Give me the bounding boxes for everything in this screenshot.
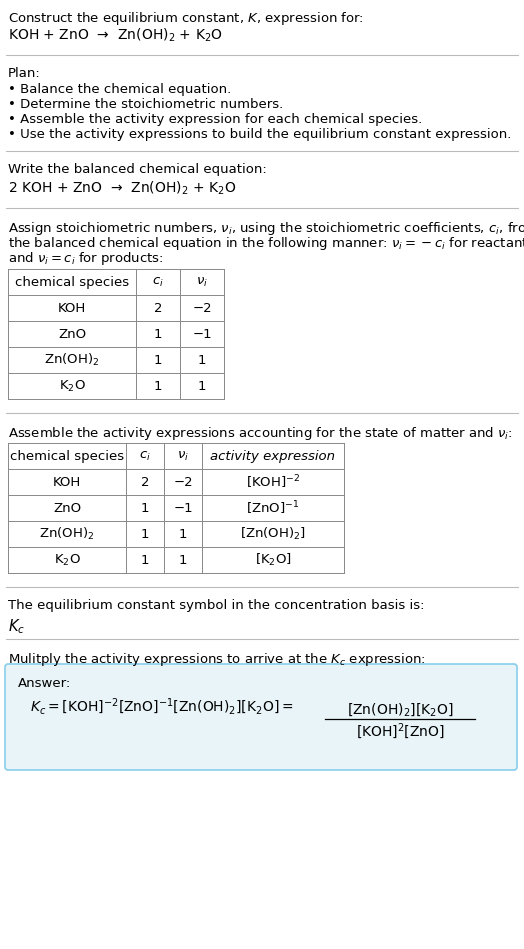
- Text: 1: 1: [154, 380, 162, 393]
- Text: 2: 2: [141, 475, 149, 489]
- Text: KOH: KOH: [58, 302, 86, 314]
- Text: Assemble the activity expressions accounting for the state of matter and $\nu_i$: Assemble the activity expressions accoun…: [8, 425, 512, 442]
- Text: 1: 1: [141, 501, 149, 514]
- Text: ZnO: ZnO: [58, 327, 86, 341]
- Text: −2: −2: [192, 302, 212, 314]
- Text: Zn(OH)$_2$: Zn(OH)$_2$: [39, 526, 95, 542]
- Text: [ZnO]$^{-1}$: [ZnO]$^{-1}$: [246, 499, 300, 517]
- Text: • Determine the stoichiometric numbers.: • Determine the stoichiometric numbers.: [8, 98, 283, 111]
- Text: 1: 1: [154, 353, 162, 366]
- Text: 1: 1: [179, 553, 187, 567]
- Text: Construct the equilibrium constant, $K$, expression for:: Construct the equilibrium constant, $K$,…: [8, 10, 364, 27]
- Text: ZnO: ZnO: [53, 501, 81, 514]
- Text: Answer:: Answer:: [18, 677, 71, 690]
- Text: 1: 1: [141, 528, 149, 541]
- Text: $c_i$: $c_i$: [139, 450, 151, 462]
- Text: KOH + ZnO  →  Zn(OH)$_2$ + K$_2$O: KOH + ZnO → Zn(OH)$_2$ + K$_2$O: [8, 27, 223, 45]
- Text: $[\mathrm{KOH}]^2[\mathrm{ZnO}]$: $[\mathrm{KOH}]^2[\mathrm{ZnO}]$: [355, 721, 444, 741]
- Text: −1: −1: [173, 501, 193, 514]
- Text: [K$_2$O]: [K$_2$O]: [255, 552, 291, 568]
- Text: −2: −2: [173, 475, 193, 489]
- Text: [Zn(OH)$_2$]: [Zn(OH)$_2$]: [240, 526, 306, 542]
- Text: $K_c$: $K_c$: [8, 617, 25, 636]
- Text: 1: 1: [198, 353, 206, 366]
- Text: $[\mathrm{Zn(OH)_2}][\mathrm{K_2O}]$: $[\mathrm{Zn(OH)_2}][\mathrm{K_2O}]$: [347, 701, 453, 717]
- Text: $\nu_i$: $\nu_i$: [177, 450, 189, 462]
- Text: and $\nu_i = c_i$ for products:: and $\nu_i = c_i$ for products:: [8, 250, 163, 267]
- Text: $\nu_i$: $\nu_i$: [196, 275, 208, 288]
- Text: Zn(OH)$_2$: Zn(OH)$_2$: [45, 352, 100, 368]
- Text: 1: 1: [141, 553, 149, 567]
- Text: chemical species: chemical species: [10, 450, 124, 462]
- Text: [KOH]$^{-2}$: [KOH]$^{-2}$: [246, 474, 300, 491]
- Text: • Use the activity expressions to build the equilibrium constant expression.: • Use the activity expressions to build …: [8, 128, 511, 141]
- Text: • Balance the chemical equation.: • Balance the chemical equation.: [8, 83, 231, 96]
- Text: 2 KOH + ZnO  →  Zn(OH)$_2$ + K$_2$O: 2 KOH + ZnO → Zn(OH)$_2$ + K$_2$O: [8, 180, 236, 197]
- Text: • Assemble the activity expression for each chemical species.: • Assemble the activity expression for e…: [8, 113, 422, 126]
- Text: Write the balanced chemical equation:: Write the balanced chemical equation:: [8, 163, 267, 176]
- Text: activity expression: activity expression: [211, 450, 335, 462]
- Text: K$_2$O: K$_2$O: [53, 552, 80, 568]
- Text: 2: 2: [154, 302, 162, 314]
- Text: 1: 1: [154, 327, 162, 341]
- Text: The equilibrium constant symbol in the concentration basis is:: The equilibrium constant symbol in the c…: [8, 599, 424, 612]
- Text: $K_c = [\mathrm{KOH}]^{-2}[\mathrm{ZnO}]^{-1}[\mathrm{Zn(OH)_2}][\mathrm{K_2O}] : $K_c = [\mathrm{KOH}]^{-2}[\mathrm{ZnO}]…: [30, 697, 293, 717]
- Text: the balanced chemical equation in the following manner: $\nu_i = -c_i$ for react: the balanced chemical equation in the fo…: [8, 235, 524, 252]
- Text: Plan:: Plan:: [8, 67, 41, 80]
- Text: 1: 1: [179, 528, 187, 541]
- Text: $c_i$: $c_i$: [152, 275, 164, 288]
- Text: Mulitply the activity expressions to arrive at the $K_c$ expression:: Mulitply the activity expressions to arr…: [8, 651, 426, 668]
- Text: Assign stoichiometric numbers, $\nu_i$, using the stoichiometric coefficients, $: Assign stoichiometric numbers, $\nu_i$, …: [8, 220, 524, 237]
- Text: 1: 1: [198, 380, 206, 393]
- FancyBboxPatch shape: [5, 664, 517, 770]
- Text: KOH: KOH: [53, 475, 81, 489]
- Text: −1: −1: [192, 327, 212, 341]
- Text: K$_2$O: K$_2$O: [59, 379, 85, 394]
- Text: chemical species: chemical species: [15, 275, 129, 288]
